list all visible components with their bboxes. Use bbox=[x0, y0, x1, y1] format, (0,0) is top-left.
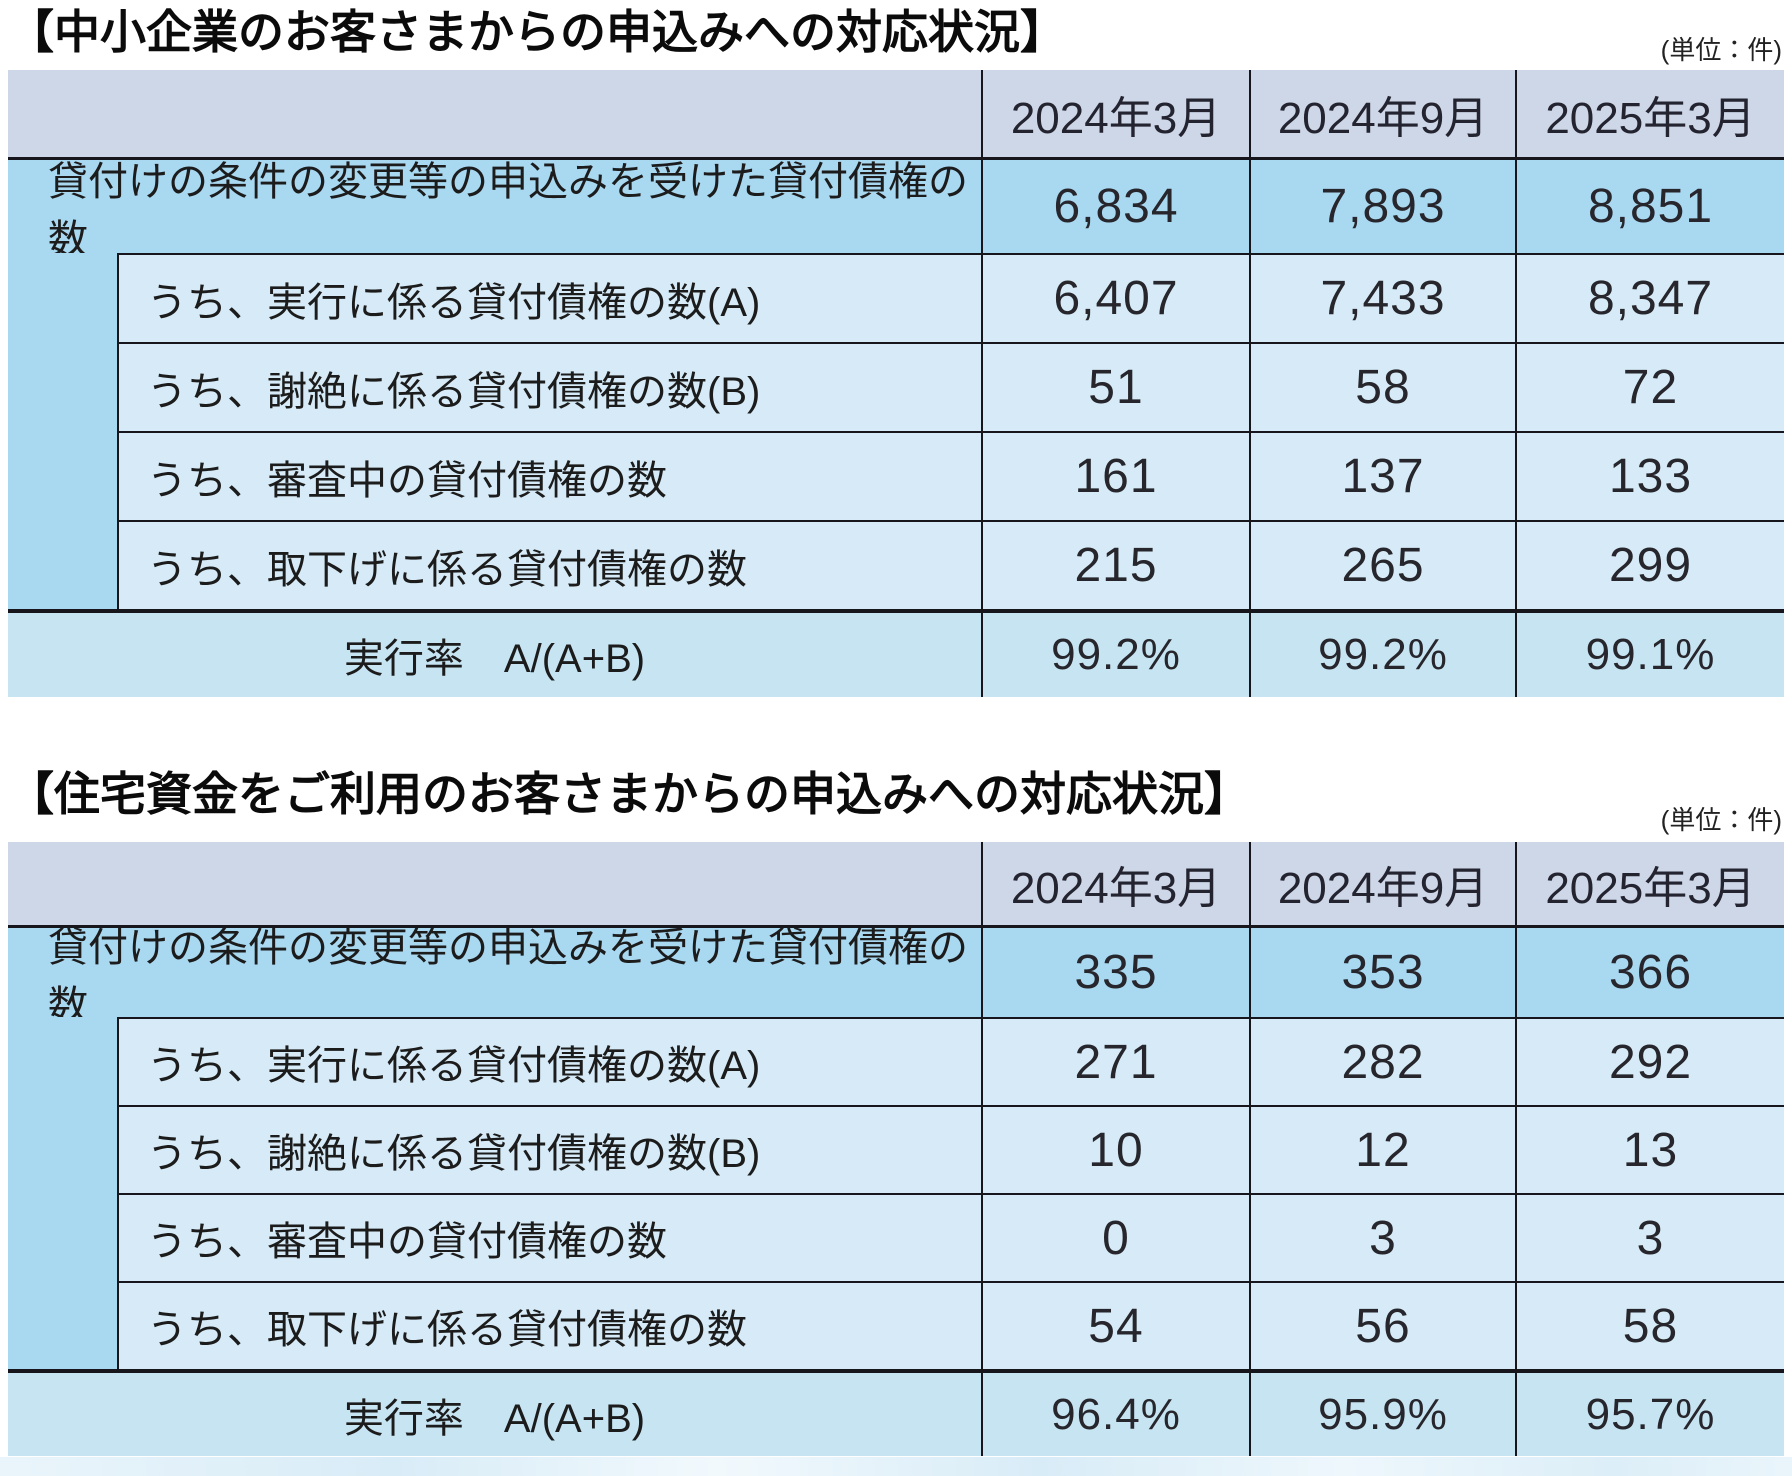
table1-row-under-review: うち、審査中の貸付債権の数 161 137 133 bbox=[8, 431, 1784, 520]
table1-row-received: 貸付けの条件の変更等の申込みを受けた貸付債権の数 6,834 7,893 8,8… bbox=[8, 159, 1784, 262]
row-label: 実行率 A/(A+B) bbox=[343, 1396, 646, 1441]
value-cell: 6,407 bbox=[981, 253, 1249, 342]
table2-row-withdrawn: うち、取下げに係る貸付債権の数 54 56 58 bbox=[8, 1281, 1784, 1369]
value-cell: 72 bbox=[1515, 342, 1784, 431]
table1-header-spacer bbox=[8, 70, 981, 157]
value-cell: 10 bbox=[981, 1105, 1249, 1193]
table1-header-row: 2024年3月 2024年9月 2025年3月 bbox=[8, 70, 1784, 160]
row-label: 貸付けの条件の変更等の申込みを受けた貸付債権の数 bbox=[48, 159, 968, 262]
table2-row-received: 貸付けの条件の変更等の申込みを受けた貸付債権の数 335 353 366 bbox=[8, 925, 1784, 1028]
row-label: うち、実行に係る貸付債権の数(A) bbox=[117, 1017, 981, 1105]
value-cell: 7,893 bbox=[1249, 160, 1515, 253]
row-label: うち、謝絶に係る貸付債権の数(B) bbox=[117, 342, 981, 431]
value-cell: 99.2% bbox=[1249, 613, 1515, 697]
table2-column-header-1: 2024年3月 bbox=[981, 842, 1249, 925]
table2-header-row: 2024年3月 2024年9月 2025年3月 bbox=[8, 842, 1784, 928]
table2-row-declined: うち、謝絶に係る貸付債権の数(B) 10 12 13 bbox=[8, 1105, 1784, 1193]
table1-column-header-2: 2024年9月 bbox=[1249, 70, 1515, 157]
row-label: うち、審査中の貸付債権の数 bbox=[117, 1193, 981, 1281]
table2-title: 【住宅資金をご利用のお客さまからの申込みへの対応状況】 bbox=[8, 768, 1250, 820]
value-cell: 3 bbox=[1515, 1193, 1784, 1281]
value-cell: 335 bbox=[981, 928, 1249, 1017]
table2-footer-execution-rate: 実行率 A/(A+B) 96.4% 95.9% 95.7% bbox=[8, 1369, 1784, 1456]
row-label: 実行率 A/(A+B) bbox=[343, 637, 646, 681]
table1-unit-label: (単位：件) bbox=[1660, 35, 1782, 65]
row-label: うち、謝絶に係る貸付債権の数(B) bbox=[117, 1105, 981, 1193]
table1-row-declined: うち、謝絶に係る貸付債権の数(B) 51 58 72 bbox=[8, 342, 1784, 431]
row-label: うち、実行に係る貸付債権の数(A) bbox=[117, 253, 981, 342]
value-cell: 51 bbox=[981, 342, 1249, 431]
indent-spacer bbox=[8, 1105, 117, 1193]
indent-spacer bbox=[8, 1193, 117, 1281]
value-cell: 161 bbox=[981, 431, 1249, 520]
table-sme-applications: 2024年3月 2024年9月 2025年3月 貸付けの条件の変更等の申込みを受… bbox=[8, 70, 1784, 697]
value-cell: 95.7% bbox=[1515, 1373, 1784, 1456]
value-cell: 7,433 bbox=[1249, 253, 1515, 342]
value-cell: 282 bbox=[1249, 1017, 1515, 1105]
value-cell: 12 bbox=[1249, 1105, 1515, 1193]
value-cell: 133 bbox=[1515, 431, 1784, 520]
table1-column-header-3: 2025年3月 bbox=[1515, 70, 1784, 157]
value-cell: 8,347 bbox=[1515, 253, 1784, 342]
row-label: 貸付けの条件の変更等の申込みを受けた貸付債権の数 bbox=[48, 925, 968, 1028]
table2-row-executed: うち、実行に係る貸付債権の数(A) 271 282 292 bbox=[8, 1017, 1784, 1105]
value-cell: 3 bbox=[1249, 1193, 1515, 1281]
indent-spacer bbox=[8, 1281, 117, 1369]
value-cell: 215 bbox=[981, 520, 1249, 609]
indent-spacer bbox=[8, 431, 117, 520]
value-cell: 265 bbox=[1249, 520, 1515, 609]
value-cell: 366 bbox=[1515, 928, 1784, 1017]
value-cell: 0 bbox=[981, 1193, 1249, 1281]
value-cell: 137 bbox=[1249, 431, 1515, 520]
table2-column-header-2: 2024年9月 bbox=[1249, 842, 1515, 925]
value-cell: 96.4% bbox=[981, 1373, 1249, 1456]
value-cell: 6,834 bbox=[981, 160, 1249, 253]
table-housing-applications: 2024年3月 2024年9月 2025年3月 貸付けの条件の変更等の申込みを受… bbox=[8, 842, 1784, 1456]
value-cell: 58 bbox=[1249, 342, 1515, 431]
value-cell: 95.9% bbox=[1249, 1373, 1515, 1456]
value-cell: 292 bbox=[1515, 1017, 1784, 1105]
row-label: うち、取下げに係る貸付債権の数 bbox=[117, 1281, 981, 1369]
table2-unit-label: (単位：件) bbox=[1660, 805, 1782, 835]
value-cell: 271 bbox=[981, 1017, 1249, 1105]
table2-column-header-3: 2025年3月 bbox=[1515, 842, 1784, 925]
page-background-band bbox=[0, 1457, 1792, 1476]
table1-title: 【中小企業のお客さまからの申込みへの対応状況】 bbox=[8, 6, 1066, 58]
table2-row-under-review: うち、審査中の貸付債権の数 0 3 3 bbox=[8, 1193, 1784, 1281]
value-cell: 99.2% bbox=[981, 613, 1249, 697]
table1-row-withdrawn: うち、取下げに係る貸付債権の数 215 265 299 bbox=[8, 520, 1784, 609]
row-label: うち、取下げに係る貸付債権の数 bbox=[117, 520, 981, 609]
table2-header-spacer bbox=[8, 842, 981, 925]
value-cell: 99.1% bbox=[1515, 613, 1784, 697]
indent-spacer bbox=[8, 1017, 117, 1105]
table1-row-executed: うち、実行に係る貸付債権の数(A) 6,407 7,433 8,347 bbox=[8, 253, 1784, 342]
indent-spacer bbox=[8, 520, 117, 609]
value-cell: 13 bbox=[1515, 1105, 1784, 1193]
table1-footer-execution-rate: 実行率 A/(A+B) 99.2% 99.2% 99.1% bbox=[8, 609, 1784, 697]
value-cell: 8,851 bbox=[1515, 160, 1784, 253]
indent-spacer bbox=[8, 253, 117, 342]
row-label: うち、審査中の貸付債権の数 bbox=[117, 431, 981, 520]
indent-spacer bbox=[8, 342, 117, 431]
value-cell: 56 bbox=[1249, 1281, 1515, 1369]
table1-column-header-1: 2024年3月 bbox=[981, 70, 1249, 157]
value-cell: 54 bbox=[981, 1281, 1249, 1369]
value-cell: 58 bbox=[1515, 1281, 1784, 1369]
value-cell: 299 bbox=[1515, 520, 1784, 609]
value-cell: 353 bbox=[1249, 928, 1515, 1017]
